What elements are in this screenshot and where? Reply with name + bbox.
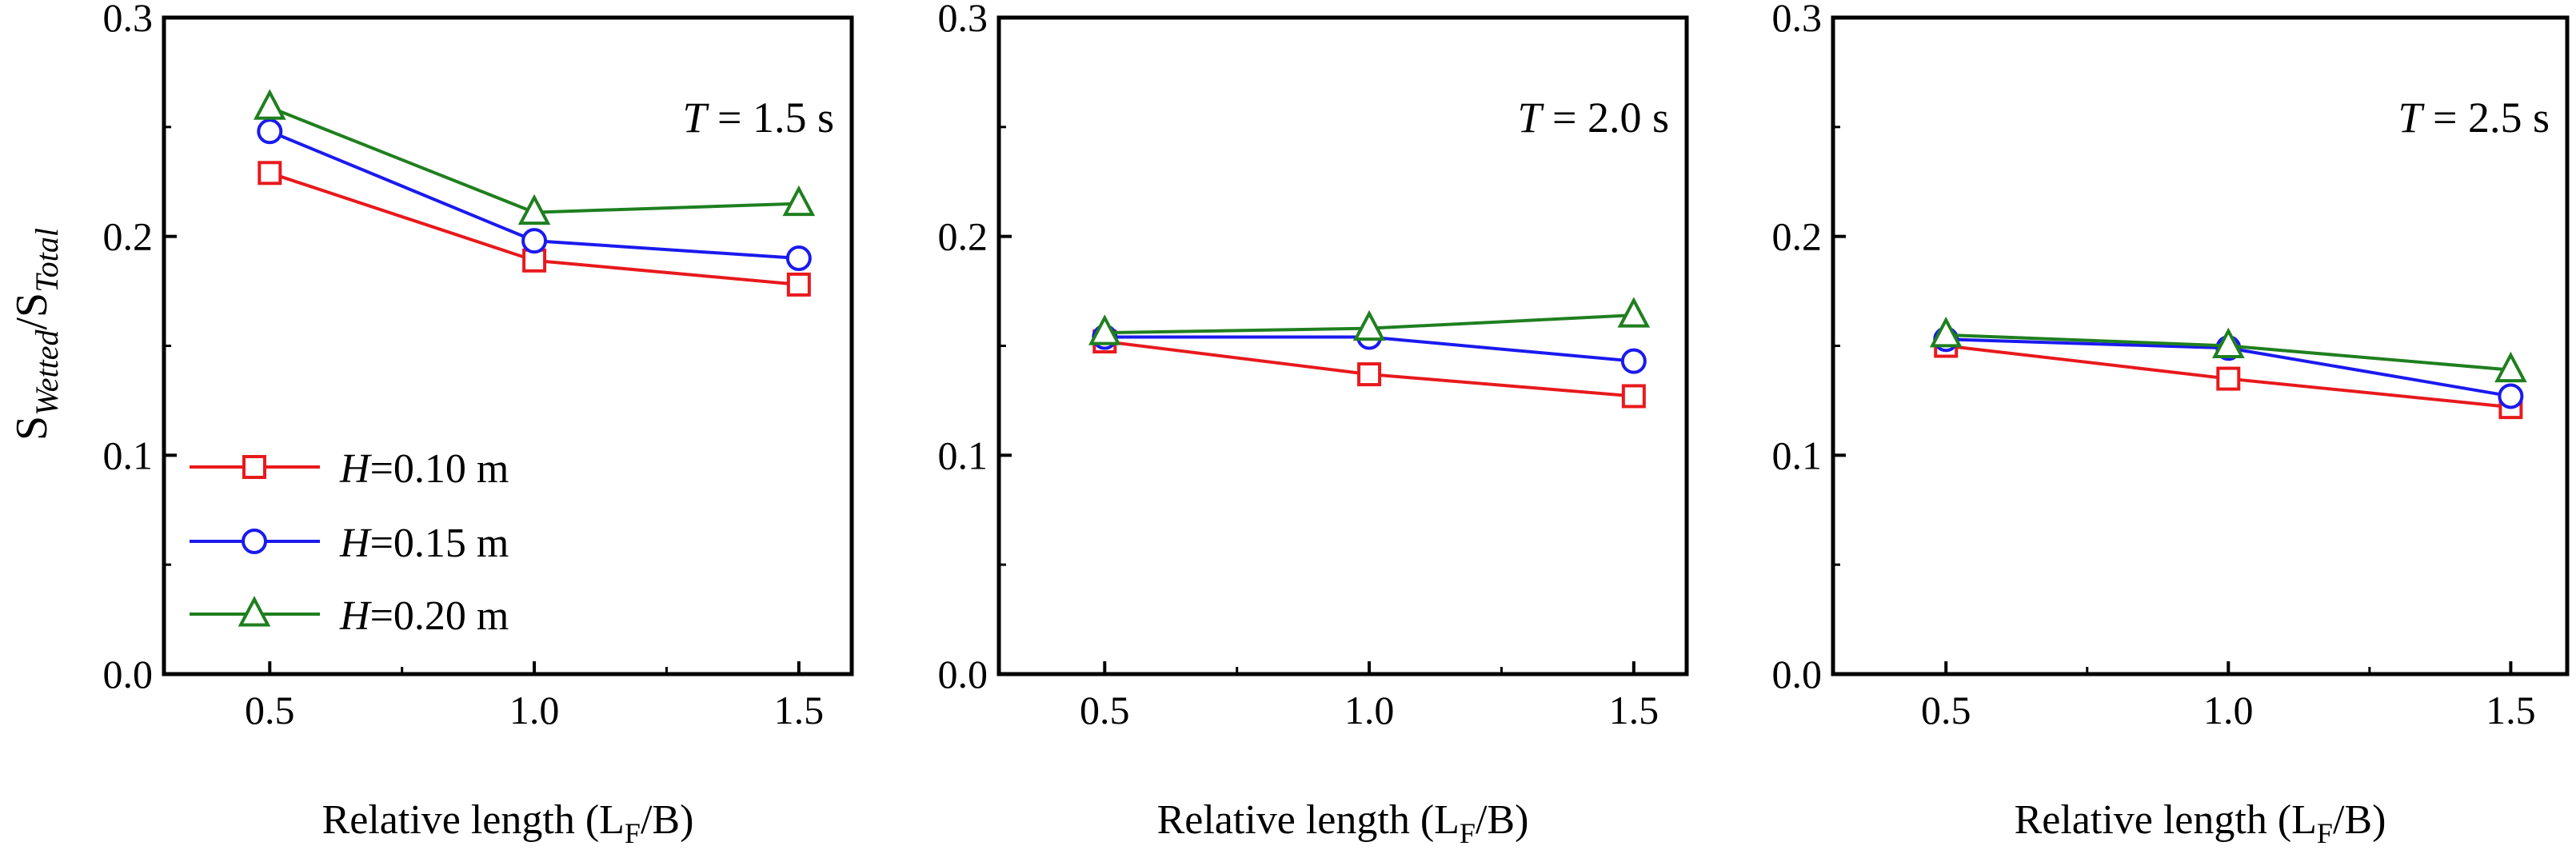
data-point-square <box>1621 384 1646 409</box>
period-value: = 2.0 s <box>1542 94 1669 142</box>
data-point-circle <box>1620 348 1647 374</box>
y-label-s2: S <box>7 293 57 317</box>
data-point-triangle <box>1929 316 1963 348</box>
x-tick-label: 1.5 <box>2486 688 2536 732</box>
y-tick-label: 0.1 <box>938 433 988 477</box>
x-tick-label: 1.0 <box>509 688 560 732</box>
data-point-square <box>1357 362 1382 387</box>
y-axis-label-text: SWetted/STotal <box>7 228 65 441</box>
panel-t-2-5: 0.0 0.1 0.2 0.3 0.5 1.0 1.5 Relative length (LF… <box>1772 0 2570 849</box>
y-tick-label: 0.1 <box>1772 433 1823 477</box>
legend-value: =0.20 m <box>370 593 509 639</box>
period-annotation: T = 2.0 s <box>1517 94 1669 142</box>
x-axis-label-main: Relative length (L <box>322 797 625 843</box>
data-point-triangle <box>1617 297 1651 328</box>
y-tick-label: 0.3 <box>1772 0 1823 40</box>
x-tick-label: 1.5 <box>774 688 825 732</box>
legend-marker-circle <box>242 529 267 554</box>
y-tick-label: 0.3 <box>103 0 154 40</box>
y-tick-label: 0.2 <box>103 214 154 259</box>
y-label-sub1: Wetted <box>29 329 65 416</box>
data-point-triangle <box>782 185 816 217</box>
x-tick-label: 1.5 <box>1609 688 1659 732</box>
y-tick-label: 0.3 <box>938 0 988 40</box>
period-value: = 1.5 s <box>707 94 834 142</box>
data-point-circle <box>521 228 548 254</box>
y-label-slash: / <box>7 317 57 329</box>
x-axis-label-sub: F <box>2317 817 2333 849</box>
data-point-square <box>2216 366 2241 391</box>
y-tick-label: 0.2 <box>938 214 988 259</box>
x-tick-label: 0.5 <box>245 688 295 732</box>
legend: H=0.10 mH=0.15 mH=0.20 m <box>190 446 509 639</box>
data-point-square <box>258 161 282 186</box>
x-axis-label-sub: F <box>625 817 641 849</box>
data-point-triangle <box>2494 351 2527 383</box>
x-axis-label-main: Relative length (L <box>1157 797 1460 843</box>
legend-marker-triangle <box>238 596 271 627</box>
x-axis-label: Relative length (LF/B) <box>1157 797 1529 849</box>
legend-marker-square <box>242 455 266 479</box>
legend-label: H=0.15 m <box>339 521 509 566</box>
panel-t-1-5: 0.0 0.1 0.2 0.3 0.5 1.0 1.5 Relative length (LF… <box>103 0 854 849</box>
y-label-sub2: Total <box>29 228 65 293</box>
legend-var: H <box>339 446 372 492</box>
data-point-triangle <box>253 89 286 120</box>
x-tick-label: 0.5 <box>1921 688 1971 732</box>
period-annotation: T = 2.5 s <box>2398 94 2550 142</box>
y-tick-label: 0.0 <box>103 652 154 696</box>
period-value: = 2.5 s <box>2422 94 2550 142</box>
x-tick-label: 0.5 <box>1080 688 1130 732</box>
x-tick-label: 1.0 <box>2203 688 2254 732</box>
period-var: T <box>682 94 709 142</box>
data-point-triangle <box>517 194 551 225</box>
data-point-circle <box>785 245 812 272</box>
x-axis-label-main: Relative length (L <box>2015 797 2317 843</box>
x-axis-label-tail: /B) <box>2333 797 2386 843</box>
x-axis-label-tail: /B) <box>1476 797 1528 843</box>
x-axis-label: Relative length (LF/B) <box>2015 797 2386 849</box>
x-axis-label-sub: F <box>1460 817 1476 849</box>
y-label-s1: S <box>7 416 57 441</box>
period-var: T <box>2398 94 2425 142</box>
data-point-circle <box>257 118 283 145</box>
y-axis-label: SWetted/STotal <box>7 228 65 441</box>
y-tick-label: 0.0 <box>938 652 988 696</box>
period-var: T <box>1517 94 1544 142</box>
panel-t-2-0: 0.0 0.1 0.2 0.3 0.5 1.0 1.5 Relative length (LF… <box>938 0 1689 849</box>
y-tick-label: 0.1 <box>103 433 154 477</box>
legend-var: H <box>339 521 372 566</box>
y-tick-label: 0.0 <box>1772 652 1823 696</box>
legend-value: =0.10 m <box>370 446 509 492</box>
legend-label: H=0.10 m <box>339 446 509 492</box>
data-point-circle <box>2498 383 2524 409</box>
legend-var: H <box>339 593 372 639</box>
x-axis-label-tail: /B) <box>641 797 693 843</box>
legend-label: H=0.20 m <box>339 593 509 639</box>
x-tick-label: 1.0 <box>1344 688 1395 732</box>
period-annotation: T = 1.5 s <box>682 94 834 142</box>
y-tick-label: 0.2 <box>1772 214 1823 259</box>
data-point-triangle <box>2211 327 2245 358</box>
data-point-square <box>786 272 811 297</box>
legend-value: =0.15 m <box>370 521 509 566</box>
x-axis-label: Relative length (LF/B) <box>322 797 694 849</box>
data-point-triangle <box>1352 309 1386 341</box>
data-point-triangle <box>1088 314 1121 345</box>
